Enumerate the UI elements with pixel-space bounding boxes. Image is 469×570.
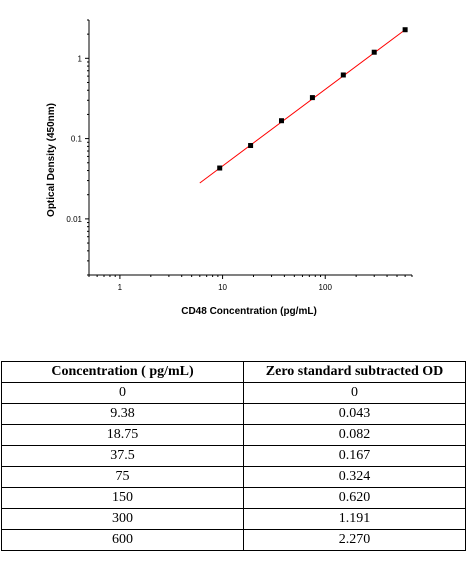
- data-points: [217, 27, 408, 171]
- od-cell: 0.167: [243, 445, 466, 467]
- data-point: [279, 118, 285, 124]
- data-point: [248, 143, 254, 149]
- concentration-cell: 0: [1, 382, 244, 404]
- od-cell: 0: [243, 382, 466, 404]
- od-cell: 2.270: [243, 529, 466, 551]
- x-tick-label: 10: [218, 283, 227, 292]
- table-row: 37.5 0.167: [1, 445, 466, 467]
- data-point: [402, 27, 408, 33]
- y-tick-label: 0.01: [66, 215, 82, 224]
- table-row: 75 0.324: [1, 466, 466, 488]
- table-header-row: Concentration ( pg/mL) Zero standard sub…: [1, 361, 466, 383]
- table-row: 300 1.191: [1, 508, 466, 530]
- y-tick-label: 0.1: [71, 135, 83, 144]
- data-point: [309, 95, 315, 101]
- concentration-cell: 37.5: [1, 445, 244, 467]
- data-point: [217, 165, 223, 171]
- concentration-cell: 9.38: [1, 403, 244, 425]
- table-row: 600 2.270: [1, 529, 466, 551]
- table-row: 150 0.620: [1, 487, 466, 509]
- od-cell: 1.191: [243, 508, 466, 530]
- concentration-cell: 18.75: [1, 424, 244, 446]
- y-tick-label: 1: [78, 54, 83, 63]
- fit-line-group: [199, 29, 406, 184]
- od-cell: 0.082: [243, 424, 466, 446]
- chart-ticks: 1 10 100 0.01 0.1 1: [66, 19, 413, 292]
- od-cell: 0.324: [243, 466, 466, 488]
- y-axis-label: Optical Density (450nm): [46, 103, 57, 217]
- fit-line: [199, 29, 406, 184]
- od-cell: 0.043: [243, 403, 466, 425]
- chart-axes: [88, 20, 412, 276]
- od-cell: 0.620: [243, 487, 466, 509]
- concentration-cell: 300: [1, 508, 244, 530]
- standard-table: Concentration ( pg/mL) Zero standard sub…: [1, 361, 466, 551]
- x-tick-label: 100: [319, 283, 333, 292]
- column-header-concentration: Concentration ( pg/mL): [1, 361, 244, 383]
- standard-curve-chart: 1 10 100 0.01 0.1 1 CD48 Concentration (pg/mL…: [46, 19, 413, 317]
- data-point: [340, 72, 346, 78]
- column-header-od: Zero standard subtracted OD: [243, 361, 466, 383]
- concentration-cell: 600: [1, 529, 244, 551]
- x-axis-label: CD48 Concentration (pg/mL): [181, 306, 317, 317]
- data-point: [371, 49, 377, 55]
- table-row: 18.75 0.082: [1, 424, 466, 446]
- x-tick-label: 1: [118, 283, 123, 292]
- table-row: 9.38 0.043: [1, 403, 466, 425]
- concentration-cell: 150: [1, 487, 244, 509]
- concentration-cell: 75: [1, 466, 244, 488]
